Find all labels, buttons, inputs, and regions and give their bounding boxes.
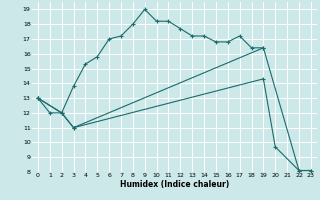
X-axis label: Humidex (Indice chaleur): Humidex (Indice chaleur) (120, 180, 229, 189)
